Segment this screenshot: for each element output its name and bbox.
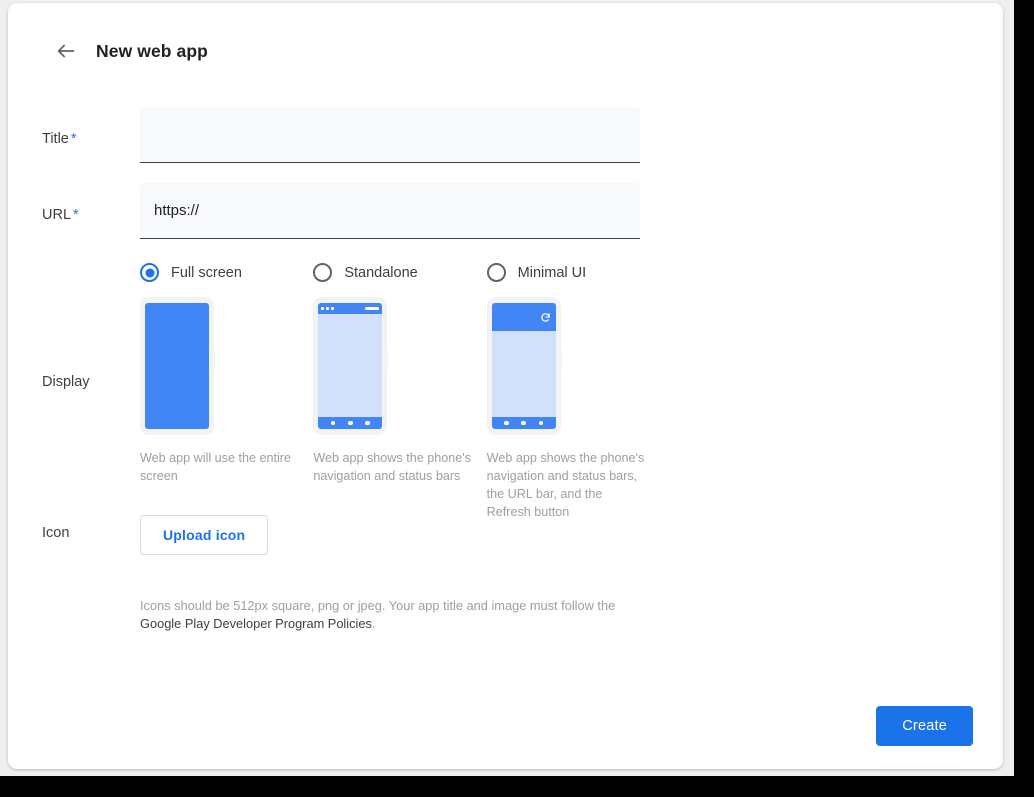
phone-screen-minimal-ui — [491, 303, 556, 429]
card-header: New web app — [8, 3, 1003, 99]
title-field-col — [140, 91, 1003, 163]
phone-content-area — [491, 331, 556, 417]
radio-icon-minimal-ui — [486, 263, 506, 282]
nav-dot-icon — [348, 420, 353, 426]
radio-option-standalone[interactable]: Standalone — [313, 263, 486, 282]
web-app-form: Title* URL* Display — [8, 91, 1003, 639]
url-input[interactable] — [140, 183, 640, 239]
google-play-policies-link[interactable]: Google Play Developer Program Policies — [140, 616, 372, 631]
refresh-icon — [540, 312, 550, 322]
icon-label-text: Icon — [42, 525, 70, 541]
mockup-description-standalone: Web app shows the phone's navigation and… — [313, 451, 471, 483]
icon-note: Icons should be 512px square, png or jpe… — [140, 597, 660, 633]
radio-option-full-screen[interactable]: Full screen — [140, 263, 313, 282]
phone-screen-full-screen — [145, 303, 209, 429]
title-label-text: Title — [42, 131, 69, 147]
icon-label: Icon — [8, 499, 140, 541]
icon-field-col: Upload icon Icons should be 512px square… — [140, 499, 1003, 633]
status-pill-icon — [365, 306, 380, 311]
nav-dot-icon — [538, 420, 544, 426]
phone-nav-bar — [318, 417, 383, 429]
title-label: Title * — [8, 91, 140, 147]
display-field-col: Full screen Standalone Minimal UI — [140, 249, 1003, 521]
mockup-cell-minimal-ui: Web app shows the phone's navigation and… — [486, 297, 660, 521]
url-label: URL * — [8, 167, 140, 223]
radio-icon-full-screen — [140, 263, 159, 282]
nav-dot-icon — [521, 420, 526, 426]
radio-label-minimal-ui: Minimal UI — [517, 264, 587, 281]
create-button[interactable]: Create — [876, 706, 973, 746]
status-dots-icon — [321, 307, 335, 310]
display-mockups: Web app will use the entire screen — [140, 297, 660, 521]
phone-status-bar — [318, 303, 383, 314]
phone-content-area — [318, 314, 383, 417]
mockup-cell-standalone: Web app shows the phone's navigation and… — [313, 297, 486, 521]
url-label-text: URL — [42, 207, 72, 223]
display-label-text: Display — [42, 374, 90, 390]
new-web-app-card: New web app Title * URL * — [8, 3, 1003, 769]
title-required-marker: * — [70, 131, 77, 147]
icon-row: Icon Upload icon Icons should be 512px s… — [8, 499, 1003, 639]
display-label: Display — [8, 249, 140, 390]
icon-note-suffix: . — [371, 616, 376, 631]
display-radio-group: Full screen Standalone Minimal UI — [140, 263, 660, 282]
phone-url-bar — [491, 303, 556, 331]
upload-icon-button[interactable]: Upload icon — [140, 515, 269, 555]
phone-mockup-standalone[interactable] — [313, 297, 389, 435]
mockup-cell-full-screen: Web app will use the entire screen — [140, 297, 313, 521]
nav-dot-icon — [330, 420, 336, 426]
display-row: Display Full screen Standalone — [8, 249, 1003, 519]
phone-nav-bar — [491, 417, 556, 429]
icon-note-prefix: Icons should be 512px square, png or jpe… — [140, 598, 616, 613]
mockup-description-minimal-ui: Web app shows the phone's navigation and… — [486, 451, 645, 519]
url-required-marker: * — [73, 207, 79, 223]
url-field-col — [140, 167, 1003, 239]
radio-icon-standalone — [313, 263, 333, 282]
title-row: Title * — [8, 91, 1003, 167]
phone-mockup-full-screen[interactable] — [140, 297, 215, 435]
card-footer: Create — [876, 706, 973, 746]
title-input[interactable] — [140, 107, 640, 163]
nav-dot-icon — [365, 420, 370, 426]
phone-screen-standalone — [318, 303, 383, 429]
nav-dot-icon — [504, 420, 509, 426]
radio-option-minimal-ui[interactable]: Minimal UI — [486, 263, 660, 282]
mockup-description-full-screen: Web app will use the entire screen — [140, 451, 291, 483]
url-row: URL * — [8, 167, 1003, 249]
arrow-left-icon[interactable] — [52, 37, 80, 65]
radio-label-standalone: Standalone — [344, 264, 418, 281]
radio-label-full-screen: Full screen — [171, 264, 242, 281]
page-title: New web app — [96, 40, 208, 61]
phone-mockup-minimal-ui[interactable] — [486, 297, 562, 435]
